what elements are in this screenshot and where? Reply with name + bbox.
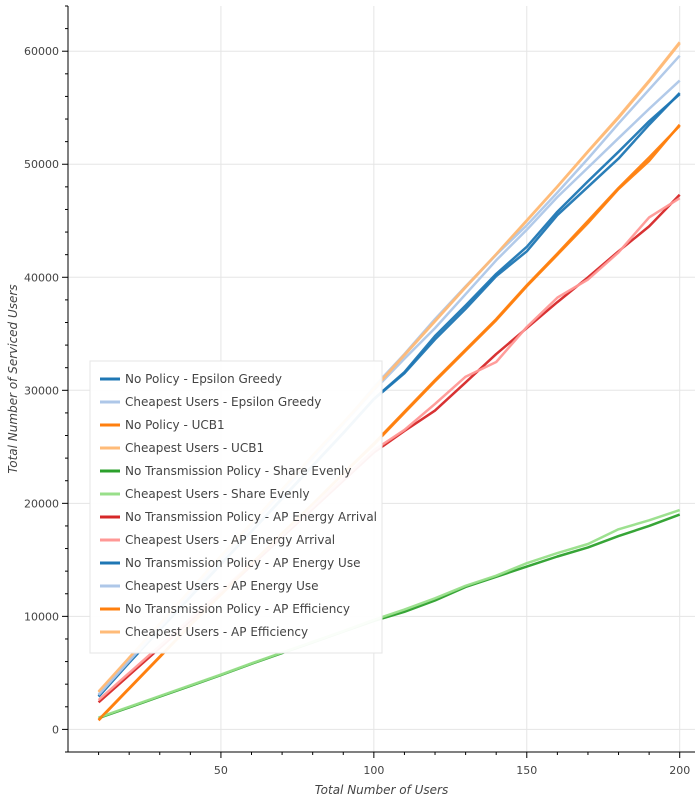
x-tick-label: 150 (516, 764, 537, 777)
x-tick-label: 100 (363, 764, 384, 777)
y-tick-label: 0 (52, 723, 59, 736)
y-axis-label: Total Number of Serviced Users (6, 284, 20, 473)
legend-entry-label: No Policy - Epsilon Greedy (125, 372, 282, 386)
legend-entry-label: Cheapest Users - AP Efficiency (125, 625, 308, 639)
x-tick-label: 50 (214, 764, 228, 777)
y-tick-label: 10000 (24, 610, 59, 623)
y-tick-label: 60000 (24, 45, 59, 58)
y-tick-label: 20000 (24, 497, 59, 510)
legend-entry-label: No Transmission Policy - AP Energy Use (125, 556, 360, 570)
y-tick-label: 40000 (24, 271, 59, 284)
legend: No Policy - Epsilon Greedy Cheapest Users… (89, 360, 383, 654)
legend-entry-label: Cheapest Users - AP Energy Use (125, 579, 319, 593)
legend-box (89, 360, 383, 654)
x-axis-label: Total Number of Users (315, 783, 448, 797)
series-line-6 (98, 508, 681, 719)
legend-entry-label: No Transmission Policy - Share Evenly (125, 464, 352, 478)
y-tick-label: 30000 (24, 384, 59, 397)
legend-entry-label: Cheapest Users - Share Evenly (125, 487, 310, 501)
legend-entry-label: Cheapest Users - Epsilon Greedy (125, 395, 321, 409)
y-tick-label: 50000 (24, 158, 59, 171)
legend-entry-label: Cheapest Users - AP Energy Arrival (125, 533, 335, 547)
legend-entry-label: No Policy - UCB1 (125, 418, 225, 432)
legend-entry-label: No Transmission Policy - AP Energy Arriv… (125, 510, 377, 524)
legend-entry-label: No Transmission Policy - AP Efficiency (125, 602, 350, 616)
axes: 50 100 150 200 0 10000 20000 30000 40000 50000 600… (24, 5, 695, 777)
legend-entry-label: Cheapest Users - UCB1 (125, 441, 264, 455)
x-tick-label: 200 (669, 764, 690, 777)
